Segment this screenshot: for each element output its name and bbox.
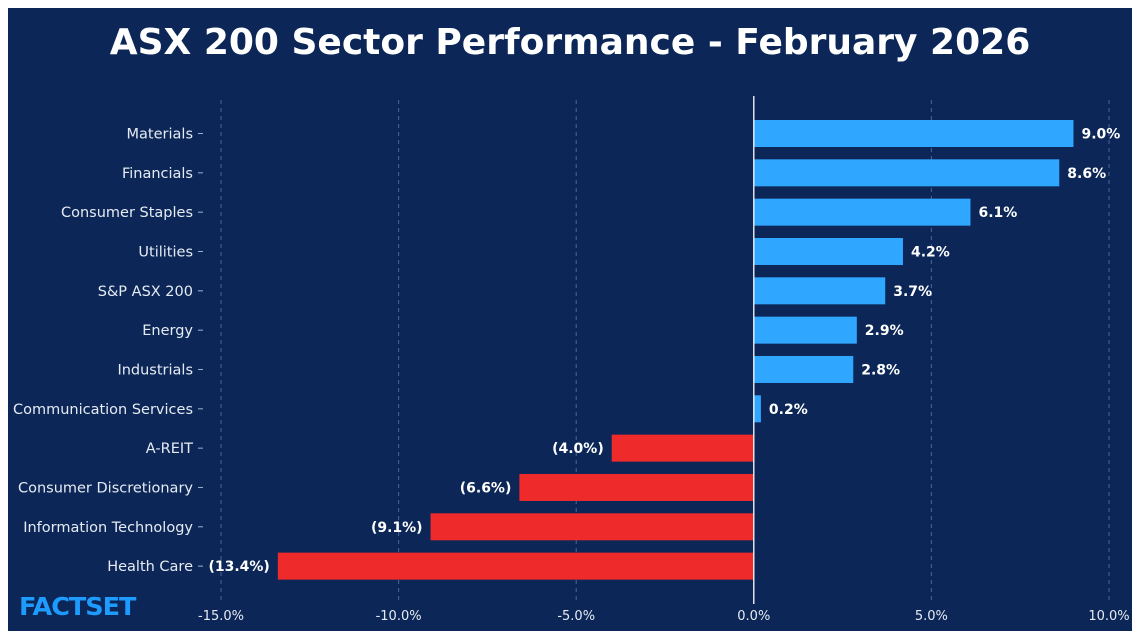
data-label: 8.6% [1067, 166, 1106, 182]
bar [430, 513, 754, 541]
bar [753, 277, 886, 305]
factset-logo: FACTSET [19, 592, 136, 621]
bar [753, 316, 857, 344]
category-label: Consumer Discretionary [18, 480, 193, 496]
bar [753, 395, 761, 423]
bar [753, 355, 854, 383]
data-label: (9.1%) [371, 520, 423, 536]
category-label: Financials [122, 166, 193, 182]
category-label: Energy [142, 323, 193, 339]
category-label: Health Care [107, 559, 193, 575]
bar [753, 120, 1074, 147]
category-label: A-REIT [146, 441, 193, 457]
category-label: Materials [127, 127, 193, 143]
category-label: Information Technology [23, 520, 193, 536]
category-label: Utilities [138, 244, 193, 260]
category-label: Industrials [117, 362, 193, 378]
x-tick-label: -5.0% [557, 609, 595, 624]
bar [753, 159, 1060, 187]
data-label: 3.7% [893, 284, 932, 300]
data-label: (4.0%) [552, 441, 604, 457]
chart-title: ASX 200 Sector Performance - February 20… [109, 22, 1031, 63]
data-label: 6.1% [978, 205, 1017, 221]
x-tick-label: -10.0% [376, 609, 422, 624]
bar [753, 237, 903, 265]
data-label: 2.9% [865, 323, 904, 339]
data-label: 2.8% [861, 362, 900, 378]
x-tick-label: 5.0% [915, 609, 948, 624]
data-label: (6.6%) [460, 480, 512, 496]
data-label: 0.2% [769, 402, 808, 418]
category-label: Consumer Staples [61, 205, 193, 221]
data-label: (13.4%) [208, 559, 269, 575]
bar [277, 552, 754, 580]
bar [519, 473, 754, 501]
data-label: 4.2% [911, 244, 950, 260]
x-tick-label: -15.0% [198, 609, 244, 624]
category-label: S&P ASX 200 [98, 284, 193, 300]
x-tick-label: 0.0% [737, 609, 770, 624]
x-tick-label: 10.0% [1088, 609, 1129, 624]
bar [611, 434, 754, 462]
bar [753, 198, 971, 226]
data-label: 9.0% [1081, 127, 1120, 143]
category-label: Communication Services [13, 402, 193, 418]
